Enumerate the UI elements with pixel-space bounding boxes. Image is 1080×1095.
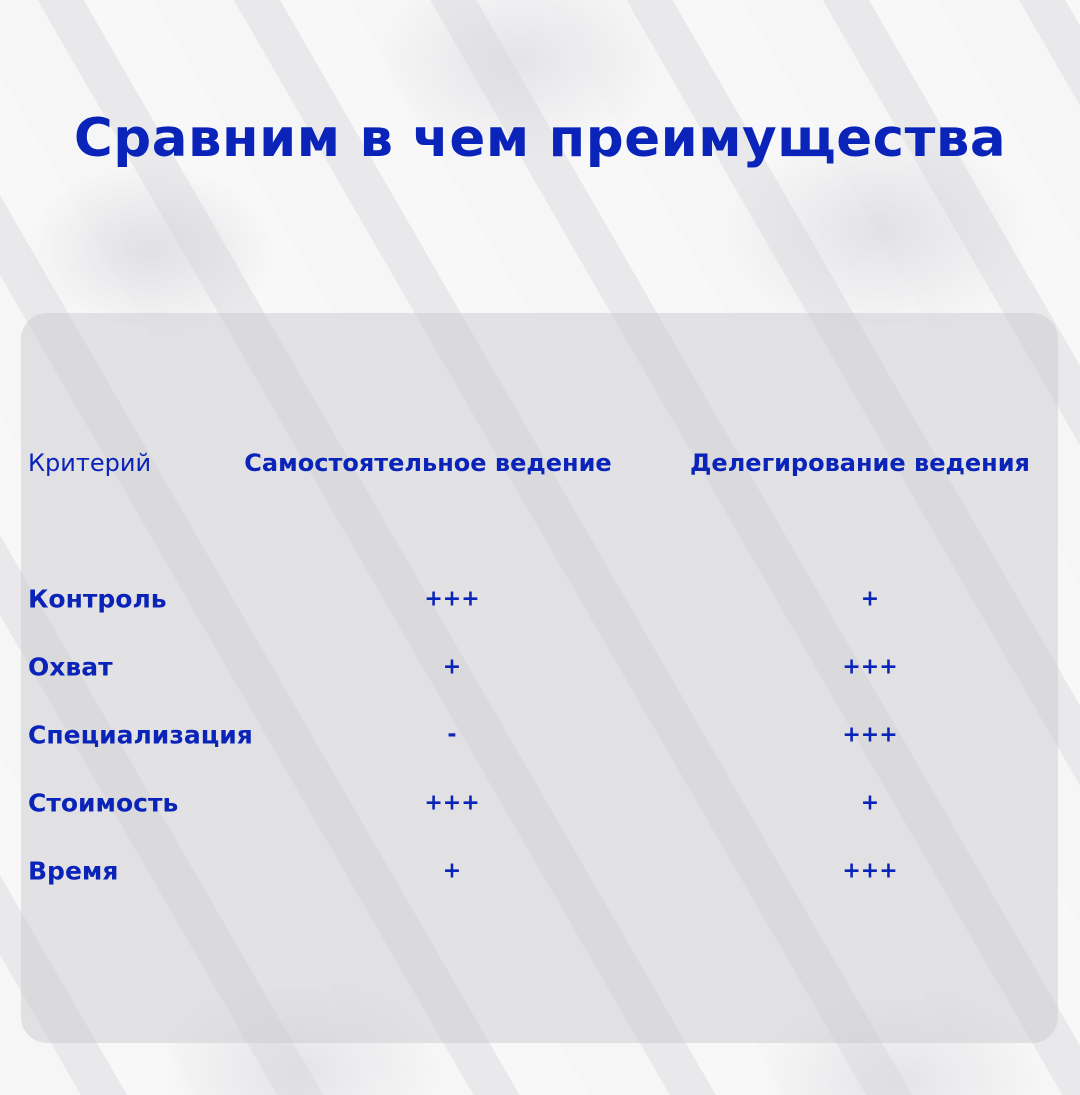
row-delegated-value: + [860,586,880,612]
row-criterion: Время [28,856,119,886]
row-delegated-value: +++ [842,858,898,884]
row-self-value: +++ [424,790,480,816]
row-criterion: Охват [28,652,113,682]
row-delegated-value: +++ [842,654,898,680]
header-self-managed: Самостоятельное ведение [244,449,612,477]
row-delegated-value: +++ [842,722,898,748]
comparison-panel [21,313,1058,1043]
page-title: Сравним в чем преимущества [73,108,1007,169]
row-self-value: +++ [424,586,480,612]
header-delegated: Делегирование ведения [690,449,1030,477]
row-criterion: Специализация [28,720,253,750]
row-self-value: - [447,722,457,748]
header-criterion: Критерий [28,449,152,477]
row-self-value: + [442,654,462,680]
row-self-value: + [442,858,462,884]
row-criterion: Стоимость [28,788,179,818]
row-criterion: Контроль [28,584,167,614]
row-delegated-value: + [860,790,880,816]
